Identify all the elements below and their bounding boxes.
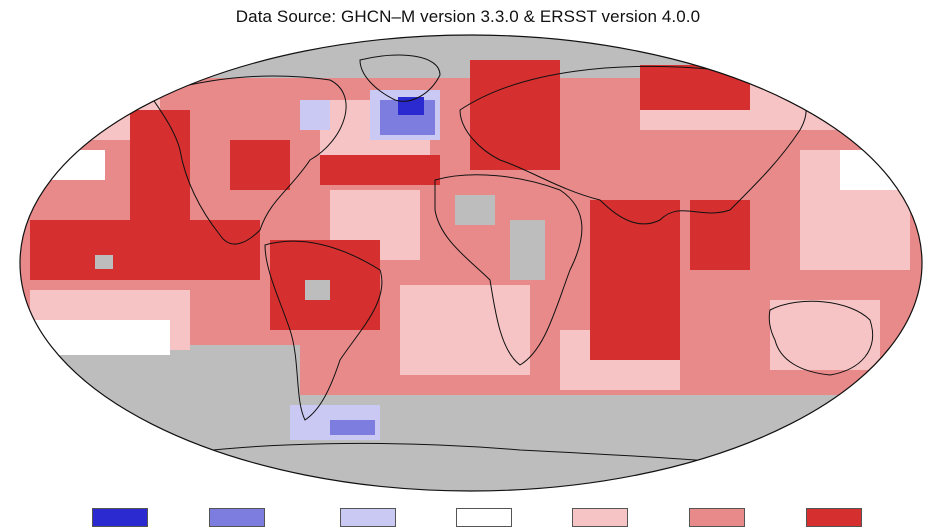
africa-outline	[434, 174, 583, 366]
warmer-south-atlantic	[400, 285, 530, 375]
no-data-congo	[510, 220, 545, 280]
record-warm-indian-ocean	[590, 200, 680, 360]
north-america-outline	[149, 75, 347, 245]
record-cold-north-atlantic	[398, 97, 424, 115]
record-warm-west-pacific	[690, 200, 750, 270]
arctic-no-data	[20, 35, 922, 78]
record-warm-atlantic	[320, 155, 440, 185]
much-cooler-patagonia	[330, 420, 375, 435]
cool-labrador	[300, 100, 330, 130]
australia-outline	[768, 300, 874, 376]
record-warm-europe	[470, 60, 560, 170]
eurasia-outline	[459, 65, 807, 225]
south-america-outline	[264, 240, 383, 421]
warmer-australia	[770, 300, 880, 370]
legend-swatch-much-cooler	[209, 508, 265, 527]
legend-swatch-much-warmer	[689, 508, 745, 527]
no-data-amazon	[305, 280, 330, 300]
greenland-outline	[359, 54, 441, 102]
legend-swatch-warmer	[572, 508, 628, 527]
legend-swatch-record-warm	[806, 508, 862, 527]
no-data-central-africa	[455, 195, 495, 225]
antarctic-no-data	[20, 395, 922, 491]
legend-swatch-cooler	[340, 508, 396, 527]
near-average-south-pacific	[30, 320, 170, 355]
record-warm-west-coast	[230, 140, 290, 190]
globe-outline	[19, 34, 923, 492]
legend-swatch-near-average	[456, 508, 512, 527]
legend-swatch-record-cold	[92, 508, 148, 527]
map-title: Data Source: GHCN–M version 3.3.0 & ERSS…	[235, 7, 701, 26]
record-warm-pacific-belt	[30, 220, 260, 280]
record-warm-east-siberia	[640, 65, 750, 110]
no-data-pacific-cell	[95, 255, 113, 269]
coastlines	[139, 54, 874, 471]
